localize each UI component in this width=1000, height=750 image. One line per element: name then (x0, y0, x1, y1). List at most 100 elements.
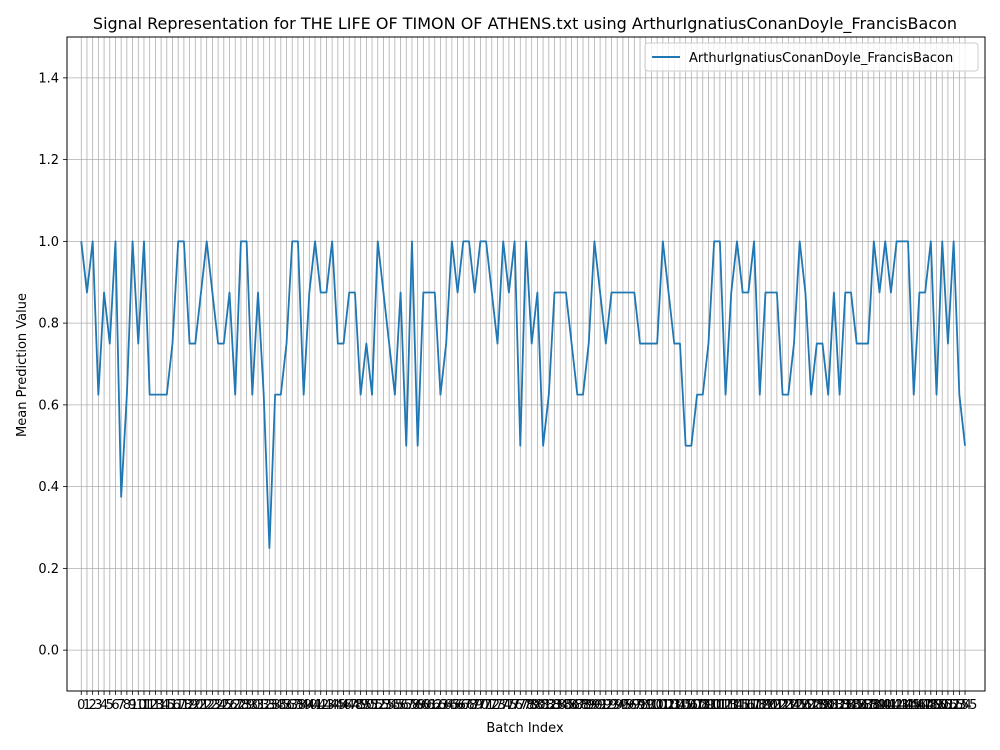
x-tick-label: 7 (117, 698, 125, 713)
x-tick-label: 127 (793, 698, 818, 713)
x-tick-label: 72 (484, 698, 501, 713)
x-tick-label: 25 (216, 698, 233, 713)
x-tick-label: 5 (106, 698, 114, 713)
x-tick-label: 133 (827, 698, 852, 713)
x-tick-label: 152 (936, 698, 961, 713)
x-tick-label: 93 (603, 698, 620, 713)
x-tick-label: 76 (506, 698, 523, 713)
x-tick-label: 99 (637, 698, 654, 713)
x-tick-label: 125 (782, 698, 807, 713)
x-tick-label: 150 (924, 698, 949, 713)
x-tick-label: 53 (375, 698, 392, 713)
x-tick-label: 38 (290, 698, 307, 713)
x-tick-label: 84 (552, 698, 569, 713)
x-tick-label: 11 (136, 698, 153, 713)
x-tick-label: 108 (685, 698, 710, 713)
x-tick-label: 138 (856, 698, 881, 713)
x-tick-label: 15 (159, 698, 176, 713)
x-tick-label: 116 (730, 698, 755, 713)
y-axis-ticks: 0.0 0.2 0.4 0.6 0.8 1.0 1.2 1.4 (38, 71, 67, 659)
x-tick-label: 62 (426, 698, 443, 713)
x-tick-label: 23 (204, 698, 221, 713)
x-tick-label: 63 (432, 698, 449, 713)
x-tick-label: 51 (364, 698, 381, 713)
x-tick-label: 154 (947, 698, 972, 713)
x-tick-label: 73 (489, 698, 506, 713)
x-tick-label: 85 (558, 698, 575, 713)
x-tick-label: 44 (324, 698, 341, 713)
x-tick-label: 55 (387, 698, 404, 713)
x-tick-label: 145 (896, 698, 921, 713)
x-tick-label: 60 (415, 698, 432, 713)
x-tick-label: 144 (890, 698, 915, 713)
x-tick-label: 143 (884, 698, 909, 713)
x-tick-label: 43 (318, 698, 335, 713)
x-tick-label: 120 (753, 698, 778, 713)
x-tick-label: 10 (130, 698, 147, 713)
x-tick-label: 67 (455, 698, 472, 713)
y-tick-label: 1.0 (38, 235, 59, 250)
x-tick-label: 130 (810, 698, 835, 713)
x-tick-label: 115 (725, 698, 750, 713)
x-tick-label: 21 (193, 698, 210, 713)
y-tick-label: 1.4 (38, 71, 59, 86)
x-tick-label: 96 (620, 698, 637, 713)
x-tick-label: 17 (170, 698, 187, 713)
x-tick-label: 32 (255, 698, 272, 713)
x-tick-label: 147 (907, 698, 932, 713)
x-tick-label: 56 (392, 698, 409, 713)
x-tick-label: 119 (747, 698, 772, 713)
x-tick-label: 20 (187, 698, 204, 713)
x-tick-label: 29 (238, 698, 255, 713)
x-tick-label: 24 (210, 698, 227, 713)
y-tick-label: 0.0 (38, 644, 59, 659)
y-axis-label: Mean Prediction Value (15, 293, 30, 437)
x-tick-label: 107 (679, 698, 704, 713)
x-tick-label: 34 (267, 698, 284, 713)
x-tick-label: 136 (844, 698, 869, 713)
x-tick-label: 75 (501, 698, 518, 713)
y-tick-label: 0.6 (38, 398, 59, 413)
x-tick-label: 131 (816, 698, 841, 713)
x-tick-label: 45 (330, 698, 347, 713)
x-tick-label: 134 (833, 698, 858, 713)
x-tick-label: 89 (580, 698, 597, 713)
y-tick-label: 0.8 (38, 317, 59, 332)
x-axis-label: Batch Index (486, 721, 564, 736)
x-tick-label: 118 (742, 698, 767, 713)
series-layer (80, 240, 966, 549)
x-tick-label: 155 (953, 698, 978, 713)
x-tick-label: 52 (369, 698, 386, 713)
x-tick-label: 65 (444, 698, 461, 713)
x-tick-label: 112 (707, 698, 732, 713)
x-tick-label: 19 (181, 698, 198, 713)
x-tick-label: 79 (523, 698, 540, 713)
x-tick-label: 97 (626, 698, 643, 713)
x-tick-label: 111 (702, 698, 727, 713)
x-tick-label: 106 (673, 698, 698, 713)
x-tick-label: 146 (901, 698, 926, 713)
x-tick-label: 86 (563, 698, 580, 713)
x-tick-label: 95 (615, 698, 632, 713)
x-tick-label: 14 (153, 698, 170, 713)
x-tick-label: 28 (233, 698, 250, 713)
x-tick-label: 113 (713, 698, 738, 713)
x-tick-label: 122 (764, 698, 789, 713)
x-tick-label: 109 (690, 698, 715, 713)
x-tick-label: 47 (341, 698, 358, 713)
x-tick-label: 42 (312, 698, 329, 713)
x-tick-label: 9 (128, 698, 136, 713)
x-tick-label: 100 (639, 698, 664, 713)
x-tick-label: 22 (198, 698, 215, 713)
legend: ArthurIgnatiusConanDoyle_FrancisBacon (644, 42, 979, 72)
x-axis-ticks: 0123456789101112131415161718192021222324… (77, 691, 977, 713)
x-gridlines (80, 37, 966, 691)
chart-title: Signal Representation for THE LIFE OF TI… (93, 14, 957, 34)
x-tick-label: 105 (668, 698, 693, 713)
x-tick-label: 64 (438, 698, 455, 713)
x-tick-label: 50 (358, 698, 375, 713)
x-tick-label: 90 (586, 698, 603, 713)
x-tick-label: 88 (575, 698, 592, 713)
x-tick-label: 148 (913, 698, 938, 713)
